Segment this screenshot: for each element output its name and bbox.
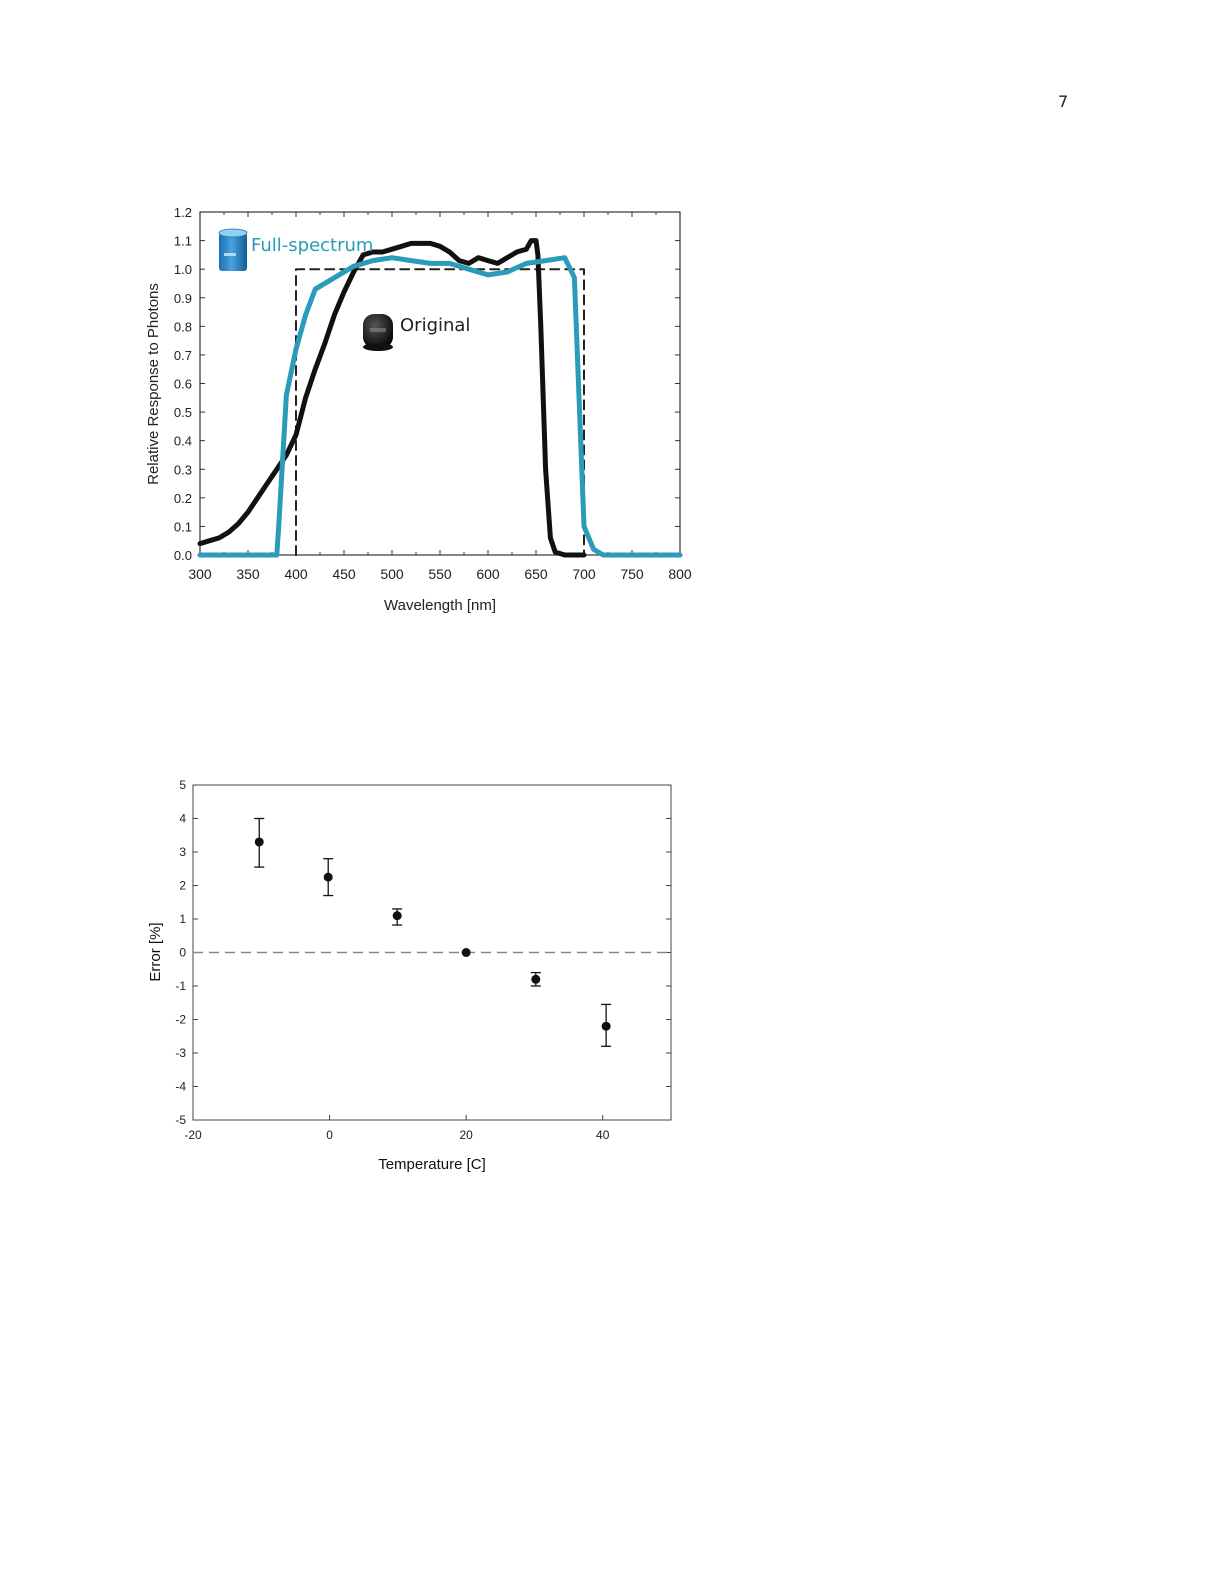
original-series-line bbox=[197, 238, 587, 558]
data-point bbox=[323, 872, 333, 882]
y-axis-label: Relative Response to Photons bbox=[145, 283, 162, 485]
x-tick-label: 0 bbox=[326, 1128, 333, 1142]
x-tick-label: 300 bbox=[188, 566, 212, 582]
y-tick-label: 1.0 bbox=[174, 262, 192, 277]
y-tick-labels: 0.0 0.1 0.2 0.3 0.4 0.5 0.6 0.7 0.8 0.9 1.0 1.1 1.2 bbox=[174, 205, 192, 563]
original-annotation: Original bbox=[400, 315, 470, 336]
y-tick-label: 1.1 bbox=[174, 234, 192, 249]
y-tick-label: -5 bbox=[175, 1113, 186, 1127]
original-sensor-icon bbox=[363, 314, 393, 351]
plot-frame bbox=[192, 784, 672, 1121]
data-point bbox=[601, 1021, 611, 1031]
y-tick-label: 3 bbox=[179, 845, 186, 859]
page-number: 7 bbox=[1058, 92, 1069, 111]
y-tick-label: 0.9 bbox=[174, 291, 192, 306]
x-tick-label: 700 bbox=[572, 566, 596, 582]
y-tick-label: -4 bbox=[175, 1080, 186, 1094]
y-tick-label: -2 bbox=[175, 1013, 186, 1027]
y-tick-label: 1 bbox=[179, 912, 186, 926]
y-tick-label: 0.1 bbox=[174, 519, 192, 534]
x-axis-label: Temperature [C] bbox=[378, 1156, 486, 1173]
y-tick-label: 0.6 bbox=[174, 377, 192, 392]
y-tick-label: -1 bbox=[175, 979, 186, 993]
y-tick-label: 0.3 bbox=[174, 462, 192, 477]
data-point bbox=[254, 837, 264, 847]
x-tick-label: 500 bbox=[380, 566, 404, 582]
series-lines bbox=[197, 238, 683, 558]
y-tick-labels: -5 -4 -3 -2 -1 0 1 2 3 4 5 bbox=[175, 778, 186, 1127]
y-tick-label: 0.4 bbox=[174, 434, 192, 449]
y-tick-label: 0.2 bbox=[174, 491, 192, 506]
y-tick-label: 1.2 bbox=[174, 205, 192, 220]
y-tick-label: 4 bbox=[179, 812, 186, 826]
x-tick-label: 650 bbox=[524, 566, 548, 582]
tick-marks bbox=[192, 784, 671, 1121]
x-tick-labels: 300 350 400 450 500 550 600 650 700 750 800 bbox=[188, 566, 692, 582]
spectral-response-chart: 300 350 400 450 500 550 600 650 700 750 800 0.0 0.1… bbox=[145, 205, 692, 614]
x-axis-label: Wavelength [nm] bbox=[384, 597, 496, 614]
x-tick-label: 750 bbox=[620, 566, 644, 582]
x-tick-label: -20 bbox=[184, 1128, 202, 1142]
y-axis-label: Error [%] bbox=[147, 922, 164, 981]
data-point bbox=[461, 948, 471, 957]
temperature-error-chart: -20 0 20 40 -5 -4 -3 -2 -1 0 1 2 3 4 5 Temperature [C… bbox=[147, 778, 672, 1173]
y-tick-label: 0.7 bbox=[174, 348, 192, 363]
ideal-response-line bbox=[295, 268, 585, 556]
data-points bbox=[254, 817, 612, 1047]
y-tick-label: 2 bbox=[179, 879, 186, 893]
full-spectrum-annotation: Full-spectrum bbox=[251, 235, 373, 256]
x-tick-label: 350 bbox=[236, 566, 260, 582]
x-tick-label: 600 bbox=[476, 566, 500, 582]
x-tick-label: 40 bbox=[596, 1128, 610, 1142]
y-tick-label: 0.5 bbox=[174, 405, 192, 420]
data-point bbox=[392, 911, 402, 921]
x-tick-label: 800 bbox=[668, 566, 692, 582]
y-tick-label: 0.0 bbox=[174, 548, 192, 563]
y-tick-label: 0 bbox=[179, 946, 186, 960]
full-spectrum-sensor-icon bbox=[218, 228, 248, 271]
x-tick-label: 400 bbox=[284, 566, 308, 582]
data-point bbox=[531, 974, 541, 984]
x-tick-label: 20 bbox=[459, 1128, 473, 1142]
full-spectrum-series-line bbox=[197, 255, 683, 558]
x-tick-label: 550 bbox=[428, 566, 452, 582]
x-tick-labels: -20 0 20 40 bbox=[184, 1128, 609, 1142]
x-tick-label: 450 bbox=[332, 566, 356, 582]
y-tick-label: -3 bbox=[175, 1046, 186, 1060]
y-tick-label: 5 bbox=[179, 778, 186, 792]
y-tick-label: 0.8 bbox=[174, 319, 192, 334]
